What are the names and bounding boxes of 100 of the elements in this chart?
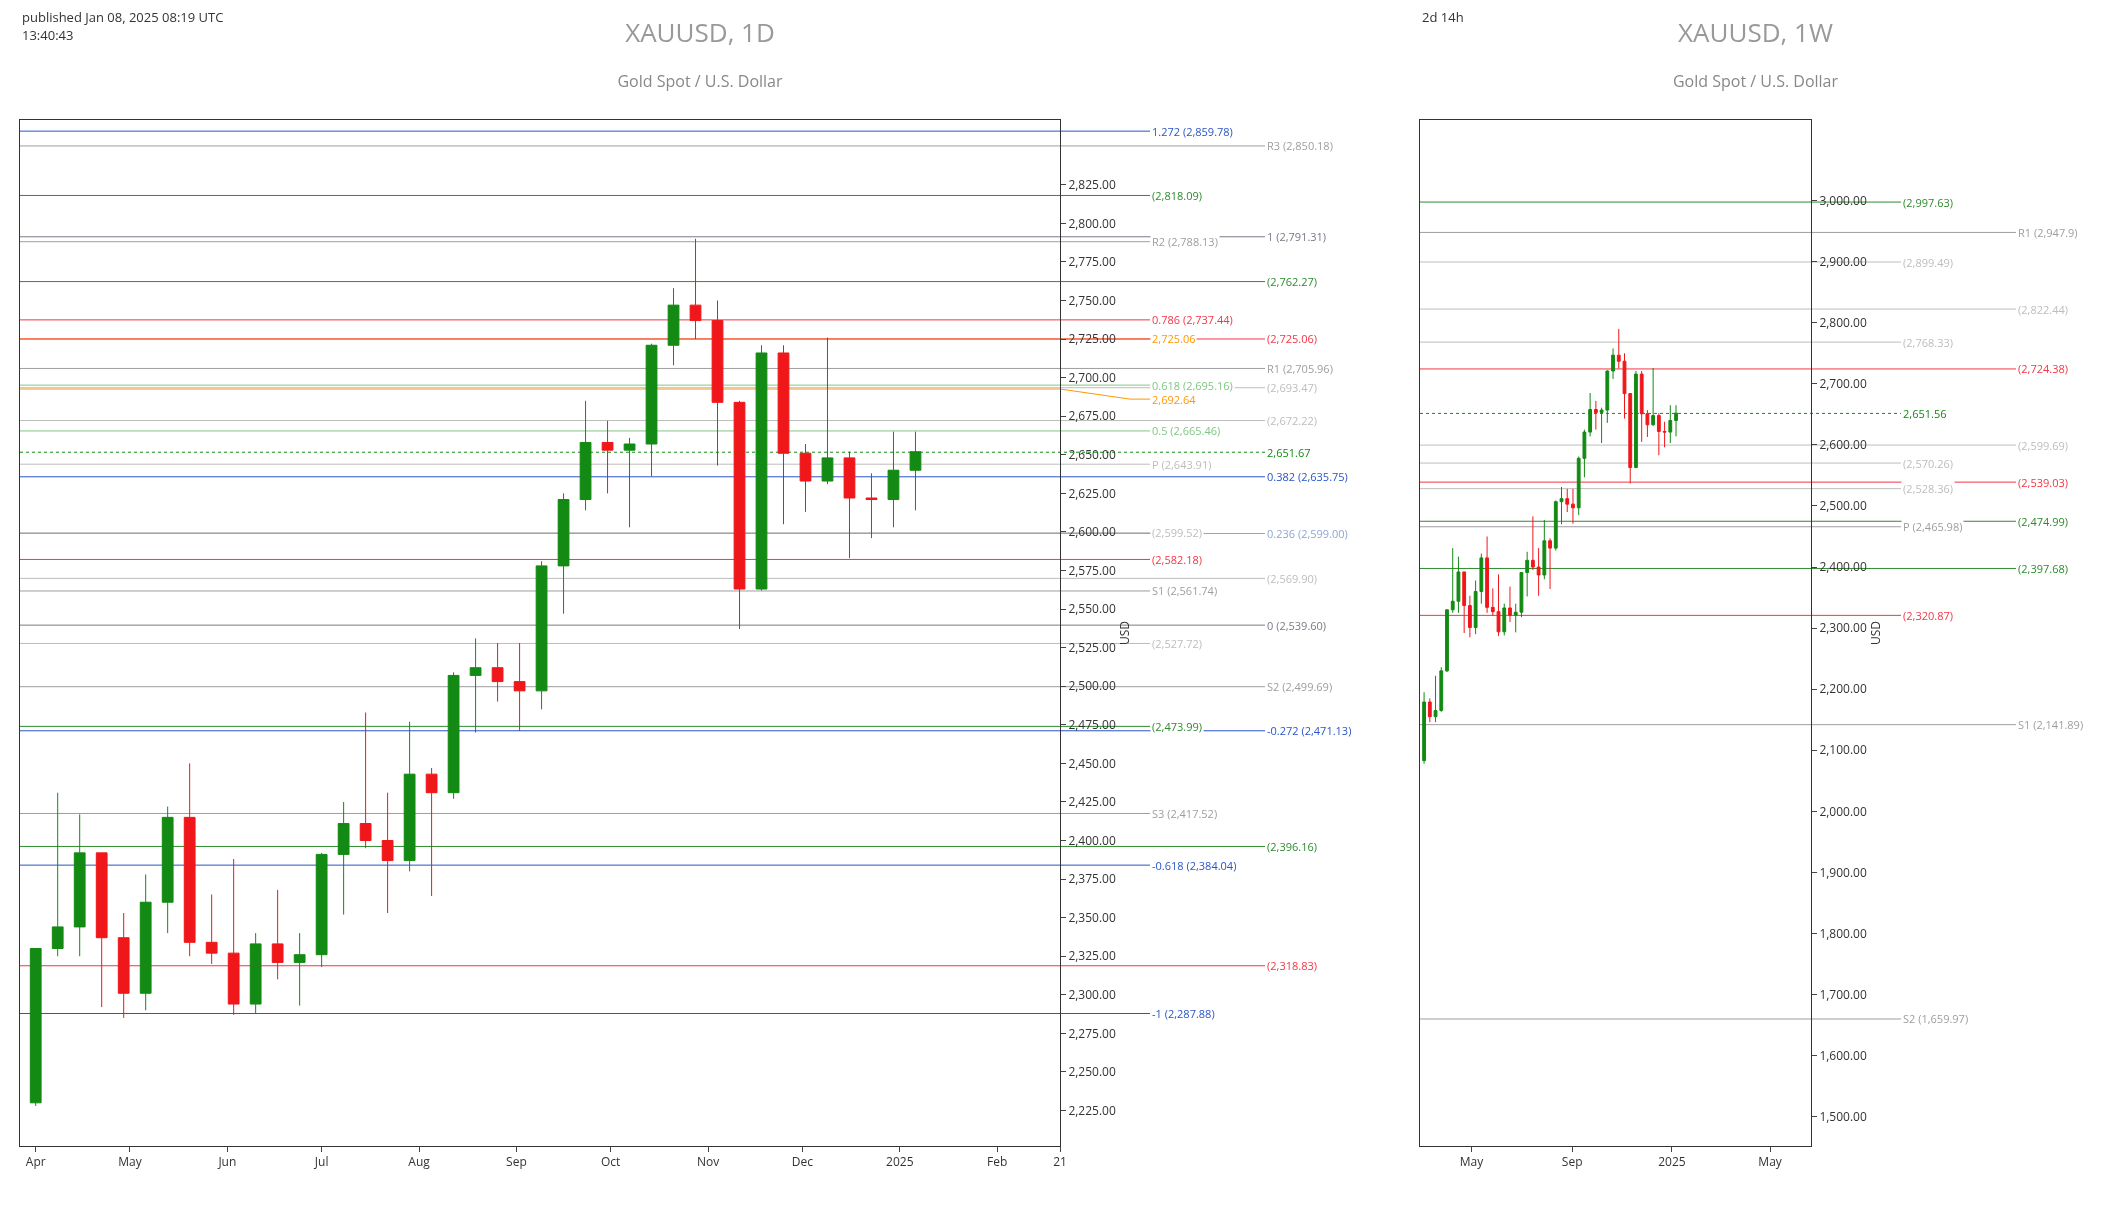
ref-line-label: (2,397.68) bbox=[2018, 561, 2068, 576]
ref-line-label: 0.5 (2,665.46) bbox=[1152, 423, 1221, 438]
ref-line-label: R1 (2,705.96) bbox=[1267, 361, 1333, 376]
y-tick-label: 1,800.00 bbox=[1819, 924, 1867, 942]
x-tick-label: Dec bbox=[791, 1153, 814, 1171]
ref-line-label: (2,570.26) bbox=[1903, 456, 1953, 471]
ref-line-label: S1 (2,141.89) bbox=[2018, 717, 2084, 732]
ref-line-label: (2,818.09) bbox=[1152, 188, 1202, 203]
ref-line-label: (2,396.16) bbox=[1267, 839, 1317, 854]
ref-line-label: (2,569.90) bbox=[1267, 571, 1317, 586]
x-tick-label: Jul bbox=[313, 1153, 329, 1171]
y-tick-label: 2,625.00 bbox=[1068, 484, 1116, 502]
ref-line-label: P (2,465.98) bbox=[1903, 519, 1963, 534]
y-tick-label: 2,800.00 bbox=[1068, 214, 1116, 232]
x-tick-label: Feb bbox=[987, 1153, 1008, 1171]
x-tick-label: May bbox=[1459, 1153, 1485, 1171]
y-tick-label: 2,200.00 bbox=[1819, 680, 1867, 698]
ref-line-label: 0.618 (2,695.16) bbox=[1152, 378, 1233, 393]
ref-line-label: 2,651.56 bbox=[1903, 406, 1947, 421]
ref-line-label: 0.236 (2,599.00) bbox=[1267, 526, 1348, 541]
y-tick-label: 1,900.00 bbox=[1819, 863, 1867, 881]
ref-line-label: (2,725.06) bbox=[1267, 331, 1317, 346]
ref-line-label: 1 (2,791.31) bbox=[1267, 229, 1327, 244]
ref-line-label: (2,899.49) bbox=[1903, 255, 1953, 270]
x-tick-label: Oct bbox=[601, 1153, 621, 1171]
y-tick-label: 2,250.00 bbox=[1068, 1063, 1116, 1081]
y-tick-label: 1,700.00 bbox=[1819, 985, 1867, 1003]
y-tick-label: 2,500.00 bbox=[1068, 677, 1116, 695]
y-tick-label: 2,300.00 bbox=[1819, 619, 1867, 637]
ref-line-label: (2,527.72) bbox=[1152, 636, 1202, 651]
ref-line-label: S2 (1,659.97) bbox=[1903, 1011, 1969, 1026]
y-tick-label: 2,450.00 bbox=[1068, 754, 1116, 772]
ref-line-label: (2,822.44) bbox=[2018, 302, 2068, 317]
y-axis-title: USD bbox=[1866, 620, 1884, 646]
y-tick-label: 2,500.00 bbox=[1819, 497, 1867, 515]
y-tick-label: 1,600.00 bbox=[1819, 1046, 1867, 1064]
ref-line-label: (2,599.52) bbox=[1152, 525, 1202, 540]
ref-line-label: (2,768.33) bbox=[1903, 335, 1953, 350]
ref-line-label: S2 (2,499.69) bbox=[1267, 679, 1333, 694]
x-tick-label: 21 bbox=[1053, 1153, 1067, 1171]
x-tick-label: May bbox=[118, 1153, 143, 1171]
chart-title: XAUUSD, 1W bbox=[1678, 14, 1833, 51]
y-tick-label: 2,750.00 bbox=[1068, 291, 1116, 309]
y-tick-label: 2,550.00 bbox=[1068, 600, 1116, 618]
ref-line-label: -0.272 (2,471.13) bbox=[1267, 723, 1352, 738]
x-tick-label: 2025 bbox=[886, 1153, 914, 1171]
ref-line-label: 0 (2,539.60) bbox=[1267, 618, 1327, 633]
chart-title: XAUUSD, 1D bbox=[625, 14, 775, 51]
ref-line-label: R1 (2,947.9) bbox=[2018, 225, 2078, 240]
chart-subtitle: Gold Spot / U.S. Dollar bbox=[617, 70, 783, 93]
x-tick-label: May bbox=[1758, 1153, 1783, 1171]
ref-line-label: (2,582.18) bbox=[1152, 552, 1202, 567]
y-tick-label: 2,275.00 bbox=[1068, 1024, 1116, 1042]
y-tick-label: 2,525.00 bbox=[1068, 638, 1116, 656]
ref-line-label: (2,473.99) bbox=[1152, 719, 1202, 734]
y-tick-label: 2,300.00 bbox=[1068, 986, 1116, 1003]
ref-line-label: 2,692.64 bbox=[1152, 392, 1197, 407]
ref-line-label: 2,651.67 bbox=[1267, 445, 1311, 460]
x-tick-label: Sep bbox=[506, 1153, 527, 1171]
ref-line-label: (2,318.83) bbox=[1267, 958, 1317, 973]
y-tick-label: 2,000.00 bbox=[1819, 802, 1867, 820]
y-tick-label: 2,775.00 bbox=[1068, 253, 1116, 271]
text: published Jan 08, 2025 08:19 UTC bbox=[22, 8, 224, 26]
y-tick-label: 2,100.00 bbox=[1819, 741, 1867, 759]
y-tick-label: 2,350.00 bbox=[1068, 908, 1116, 926]
y-tick-label: 2,600.00 bbox=[1819, 436, 1867, 454]
ref-line-label: (2,693.47) bbox=[1267, 380, 1317, 395]
y-tick-label: 2,400.00 bbox=[1068, 831, 1116, 849]
chart-subtitle: Gold Spot / U.S. Dollar bbox=[1672, 70, 1839, 93]
x-tick-label: Sep bbox=[1561, 1153, 1583, 1171]
y-axis-title: USD bbox=[1115, 620, 1133, 646]
ref-line-label: (2,762.27) bbox=[1267, 274, 1317, 289]
ref-line-label: 0.382 (2,635.75) bbox=[1267, 469, 1348, 484]
x-tick-label: Nov bbox=[696, 1153, 720, 1171]
y-tick-label: 2,700.00 bbox=[1819, 375, 1867, 393]
ref-line-label: S1 (2,561.74) bbox=[1152, 583, 1218, 598]
text: 13:40:43 bbox=[22, 26, 74, 44]
y-tick-label: 2,425.00 bbox=[1068, 793, 1116, 811]
ref-line-label: (2,997.63) bbox=[1903, 195, 1953, 210]
x-tick-label: Apr bbox=[25, 1153, 46, 1171]
y-tick-label: 2,675.00 bbox=[1068, 407, 1116, 425]
ref-line-label: (2,474.99) bbox=[2018, 514, 2068, 529]
x-tick-label: 2025 bbox=[1658, 1153, 1686, 1171]
y-tick-label: 2,825.00 bbox=[1068, 176, 1116, 193]
ref-line-label: 2,725.06 bbox=[1152, 331, 1196, 346]
y-tick-label: 2,600.00 bbox=[1068, 523, 1116, 541]
x-tick-label: Jun bbox=[217, 1153, 237, 1171]
ref-line-label: 0.786 (2,737.44) bbox=[1152, 312, 1233, 327]
ref-line-label: (2,724.38) bbox=[2018, 361, 2068, 376]
ref-line-label: P (2,643.91) bbox=[1152, 457, 1212, 472]
ref-line-label: R2 (2,788.13) bbox=[1152, 234, 1218, 249]
ref-line-label: (2,599.69) bbox=[2018, 438, 2068, 453]
ref-line-label: -0.618 (2,384.04) bbox=[1152, 858, 1237, 873]
y-tick-label: 2,650.00 bbox=[1068, 446, 1116, 463]
ref-line-label: (2,539.03) bbox=[2018, 475, 2068, 490]
ref-line-label: R3 (2,850.18) bbox=[1267, 138, 1333, 153]
y-tick-label: 1,500.00 bbox=[1819, 1107, 1867, 1125]
text: 2d 14h bbox=[1422, 8, 1464, 26]
y-tick-label: 2,325.00 bbox=[1068, 947, 1116, 965]
ref-line-label: S3 (2,417.52) bbox=[1152, 806, 1218, 821]
